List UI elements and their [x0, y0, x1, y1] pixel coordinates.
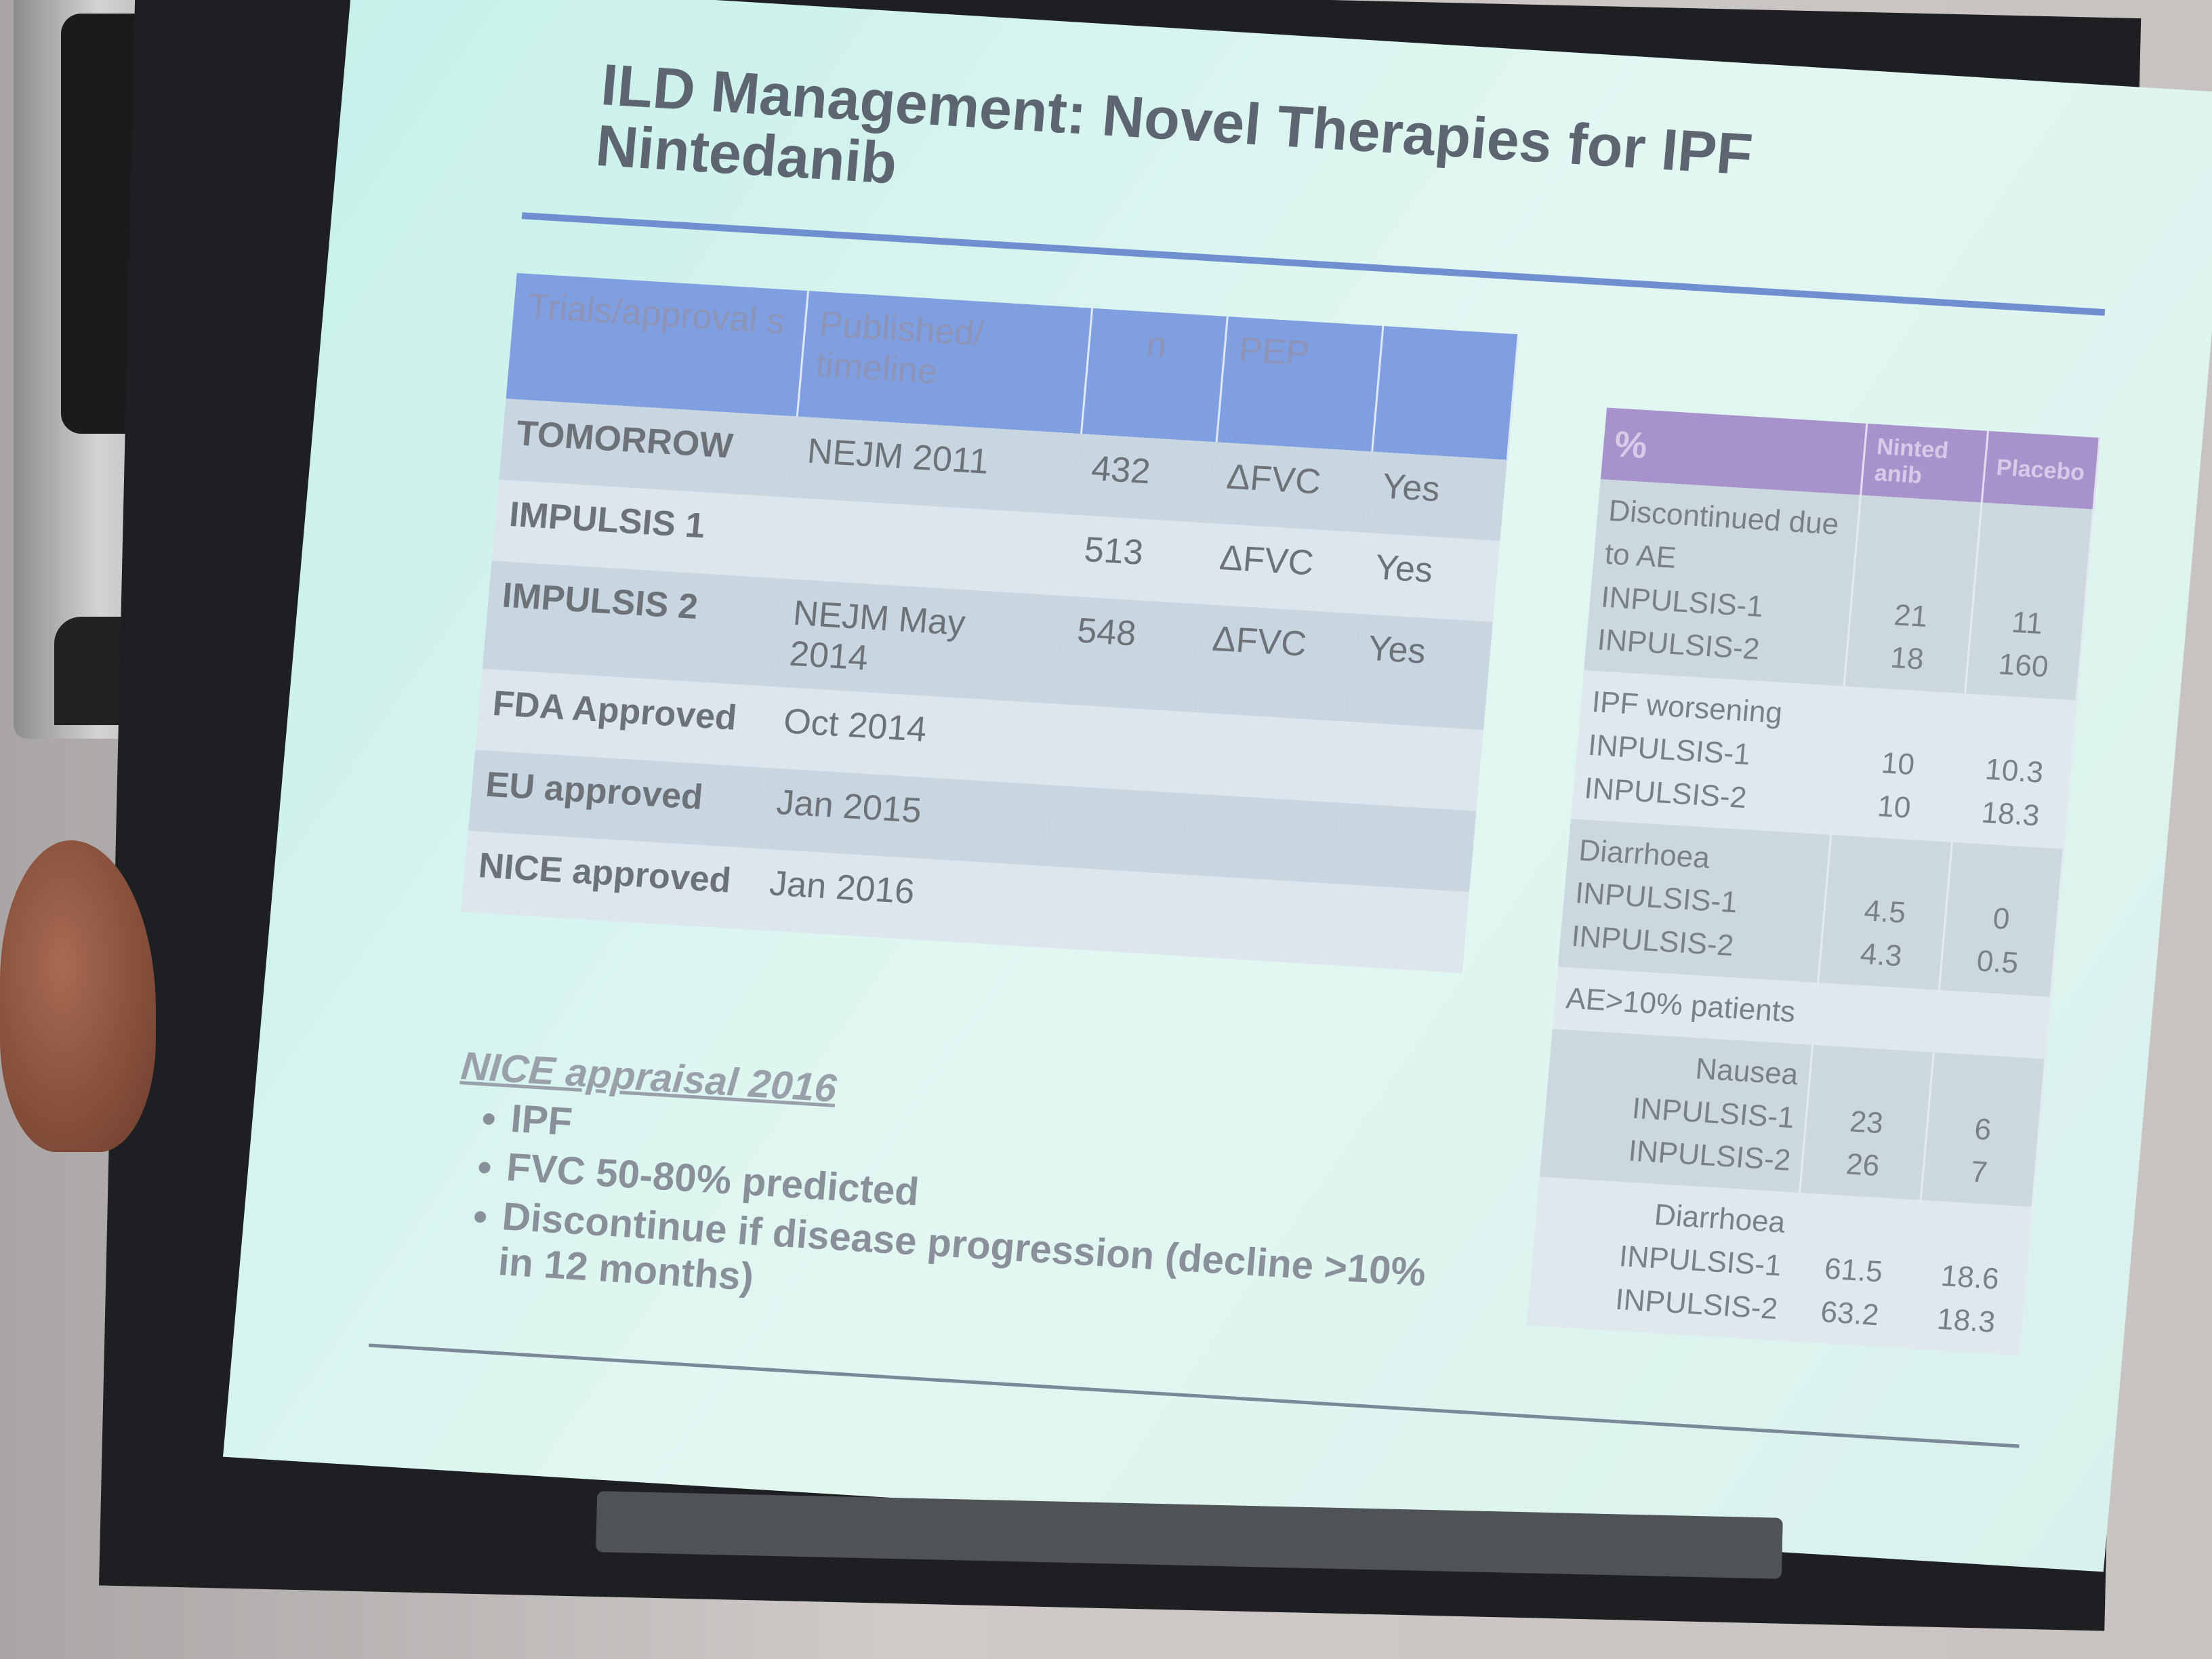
table-row: Nausea INPULSIS-1 INPULSIS-2 23 26 6 7 [1539, 1029, 2045, 1208]
header-placebo: Placebo [1981, 430, 2100, 510]
table-cell: Yes [1357, 532, 1500, 622]
table-cell [1036, 865, 1179, 956]
table-row: Diarrhoea INPULSIS-1 INPULSIS-2 4.5 4.3 0 0… [1557, 818, 2064, 998]
table-cell: 513 [1067, 514, 1210, 605]
value-cell-nint: 4.5 4.3 [1818, 834, 1952, 990]
header-nintedanib: Ninted anib [1860, 423, 1988, 503]
table-cell: 548 [1057, 596, 1202, 712]
row-sublabel: INPULSIS-1 INPULSIS-2 [1570, 876, 1739, 963]
table-row: Discontinued due to AE INPULSIS-1 INPULSI… [1584, 479, 2093, 701]
table-cell: NEJM May 2014 [773, 578, 1067, 704]
value-cell-nint: 10 10 [1830, 686, 1965, 842]
table-cell [1043, 785, 1186, 875]
table-cell [1334, 802, 1477, 893]
table-row: Diarrhoea INPULSIS-1 INPULSIS-2 61.5 63.2 1… [1526, 1176, 2032, 1355]
table-cell: IMPULSIS 2 [482, 560, 783, 687]
column-header: n [1080, 308, 1227, 443]
row-label-cell: Diarrhoea INPULSIS-1 INPULSIS-2 [1526, 1176, 1800, 1341]
footer-divider [368, 1343, 2020, 1448]
table-cell: ΔFVC [1202, 523, 1365, 614]
table-cell: Yes [1348, 613, 1493, 731]
value-cell-plac: 11 160 [1965, 502, 2093, 701]
adverse-events-table: % Ninted anib Placebo Discontinued due t… [1526, 407, 2101, 1355]
table-row: IPF worsening INPULSIS-1 INPULSIS-2 10 10 1… [1570, 670, 2077, 849]
value-cell-nint: 23 26 [1799, 1044, 1933, 1201]
value-cell-nint: 61.5 63.2 [1786, 1193, 1921, 1349]
column-header [1372, 326, 1519, 460]
column-header: Trials/approval s [506, 272, 808, 417]
value-cell-plac [1933, 989, 2051, 1059]
presenter-hand [0, 840, 156, 1152]
value-cell-nint: 21 18 [1843, 495, 1982, 694]
table-cell [1326, 884, 1470, 973]
table-cell: ΔFVC [1192, 604, 1358, 722]
row-label: AE>10% patients [1564, 981, 1797, 1029]
table-cell [1050, 703, 1193, 794]
trials-table: Trials/approval s Published/ timeline n PEP… [461, 272, 1519, 973]
column-header: Published/ timeline [796, 291, 1092, 434]
table-cell [1340, 722, 1483, 811]
table-cell: 432 [1073, 434, 1216, 523]
presentation-slide: ILD Management: Novel Therapies for IPF … [222, 0, 2212, 1572]
row-label: Nausea INPULSIS-1 [1631, 1052, 1800, 1134]
value-cell-plac: 10.3 18.3 [1952, 693, 2077, 849]
row-label-cell: IPF worsening INPULSIS-1 INPULSIS-2 [1570, 670, 1844, 835]
table-cell [1171, 874, 1334, 965]
value-cell-plac: 18.6 18.3 [1907, 1200, 2032, 1355]
table-cell: ΔFVC [1209, 442, 1372, 533]
table-cell [1185, 712, 1349, 803]
row-label-cell: Diarrhoea INPULSIS-1 INPULSIS-2 [1557, 818, 1831, 983]
row-sublabel: INPULSIS-1 INPULSIS-2 [1614, 1239, 1783, 1326]
row-label-cell: Nausea INPULSIS-1 INPULSIS-2 [1539, 1029, 1813, 1193]
table-cell: Yes [1364, 451, 1507, 541]
whiteboard-frame: ILD Management: Novel Therapies for IPF … [99, 0, 2212, 1631]
row-sublabel: INPULSIS-1 INPULSIS-2 [1595, 580, 1765, 667]
table-cell: NICE approved [461, 831, 759, 930]
table-cell [1178, 793, 1341, 884]
value-cell-plac: 0 0.5 [1938, 842, 2064, 998]
slide-title: ILD Management: Novel Therapies for IPF … [593, 52, 1755, 247]
nice-appraisal-notes: NICE appraisal 2016 IPF FVC 50-80% predi… [442, 1044, 1450, 1345]
value-cell-plac: 6 7 [1920, 1052, 2045, 1208]
row-sublabel: INPULSIS-1 INPULSIS-2 [1582, 728, 1752, 815]
row-label: Discontinued due to AE [1603, 493, 1841, 575]
value-cell-nint [1812, 983, 1939, 1052]
column-header: PEP [1216, 316, 1383, 452]
row-label-cell: Discontinued due to AE INPULSIS-1 INPULSI… [1584, 479, 1861, 687]
table-cell: Jan 2016 [752, 848, 1044, 947]
